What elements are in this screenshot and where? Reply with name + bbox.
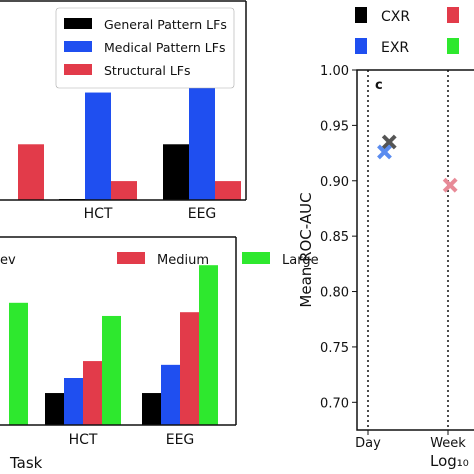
bottom-left-x-axis-label: Task — [9, 454, 43, 472]
legend-swatch — [117, 252, 145, 264]
x-tick-label: Week — [430, 436, 466, 451]
right-points — [377, 134, 458, 193]
point-stroke — [377, 144, 392, 160]
bar-large-0 — [9, 302, 28, 425]
legend-swatch — [64, 64, 92, 75]
legend-swatch — [64, 18, 92, 29]
legend-label: General Pattern LFs — [104, 17, 227, 32]
x-tick-label: HCT — [84, 206, 113, 222]
point-2 — [442, 177, 458, 193]
bar-structural-lfs-1 — [111, 181, 137, 200]
point-stroke — [381, 134, 397, 150]
y-tick-label: 0.75 — [320, 341, 349, 356]
bar-medium-2 — [180, 312, 199, 425]
bottom-left-bars — [9, 265, 218, 425]
y-tick-label: 1.00 — [320, 64, 349, 79]
y-tick-label: 0.90 — [320, 175, 349, 190]
bar-structural-lfs-0 — [18, 144, 44, 200]
legend-swatch — [64, 41, 92, 52]
legend-swatch — [447, 38, 459, 54]
bar-large-1 — [102, 315, 121, 425]
right-panel: CXR EXR c 1.00 0.95 0.90 0.85 0.80 0.75 0.70 Da… — [297, 7, 474, 470]
right-panel-label: c — [375, 78, 383, 93]
point-0 — [381, 134, 397, 150]
legend-label: EXR — [381, 40, 409, 56]
legend-label: ev — [0, 253, 16, 268]
y-tick-label: 0.95 — [320, 119, 349, 134]
legend-swatch — [242, 252, 270, 264]
legend-label: Medical Pattern LFs — [104, 40, 225, 55]
legend-label: Medium — [157, 253, 209, 268]
bar-black-2 — [142, 393, 161, 425]
y-tick-label: 0.70 — [320, 396, 349, 411]
point-1 — [377, 144, 392, 160]
bar-medical-pattern-lfs-1 — [85, 92, 111, 200]
right-y-axis-label: Mean ROC-AUC — [297, 192, 315, 307]
top-left-legend: General Pattern LFs Medical Pattern LFs St… — [64, 17, 227, 78]
bar-large-2 — [199, 265, 218, 425]
y-tick-label: 0.85 — [320, 230, 349, 245]
legend-label: CXR — [381, 9, 410, 25]
x-tick-label: EEG — [166, 432, 195, 448]
bottom-left-x-ticks: HCT EEG — [69, 432, 195, 448]
bar-ev-1 — [64, 378, 83, 425]
top-left-bars — [18, 72, 241, 200]
legend-label: Large — [282, 253, 319, 268]
x-tick-label: HCT — [69, 432, 98, 448]
legend-swatch — [447, 7, 459, 23]
top-left-x-ticks: HCT EEG — [84, 206, 217, 222]
right-dotted-dividers — [367, 70, 449, 430]
bottom-left-legend: ev Medium Large — [0, 252, 319, 268]
bar-ev-2 — [161, 364, 180, 425]
x-tick-label: EEG — [188, 206, 217, 222]
legend-swatch — [355, 38, 367, 54]
right-plot-frame — [356, 69, 474, 431]
right-x-axis-label: Log₁₀ — [430, 452, 469, 470]
bar-medium-1 — [83, 361, 102, 425]
top-left-legend-frame — [55, 7, 235, 89]
top-left-panel: HCT EEG General Pattern LFs Medical Patter… — [0, 0, 247, 222]
bar-black-1 — [45, 393, 64, 425]
y-tick-label: 0.80 — [320, 286, 349, 301]
right-legend: CXR EXR — [355, 7, 459, 56]
bar-medical-pattern-lfs-2 — [189, 72, 215, 200]
bottom-left-panel: HCT EEG ev Medium Large Task — [0, 236, 319, 472]
right-x-ticks: Day Week — [355, 430, 466, 451]
point-stroke — [442, 177, 458, 193]
bar-general-pattern-lfs-2 — [163, 144, 189, 200]
legend-label: Structural LFs — [104, 63, 191, 78]
legend-swatch — [355, 7, 367, 23]
x-tick-label: Day — [355, 436, 381, 451]
right-y-ticks: 1.00 0.95 0.90 0.85 0.80 0.75 0.70 — [320, 64, 357, 411]
bar-structural-lfs-2 — [215, 181, 241, 200]
